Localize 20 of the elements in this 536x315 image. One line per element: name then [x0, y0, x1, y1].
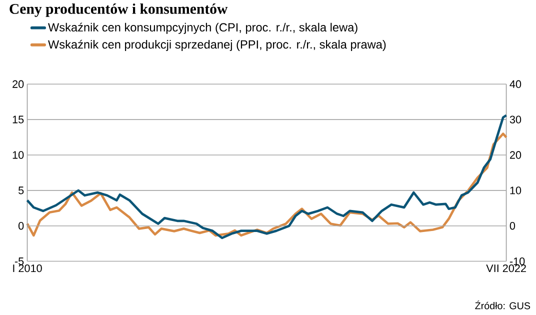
line-series [26, 132, 508, 237]
legend-label: Wskaźnik cen produkcji sprzedanej (PPI, proc. r./r., skala prawa) [48, 40, 386, 52]
y2-tick-label: 20 [510, 151, 522, 159]
y-tick-label: 15 [12, 116, 24, 124]
legend-label: Wskaźnik cen konsumpcyjnych (CPI, proc. r./r., skala lewa) [48, 22, 358, 34]
text: Źródło: GUS [475, 300, 530, 310]
y2-tick-label: 30 [510, 116, 522, 124]
y-tick-label: 5 [18, 186, 24, 194]
y-tick-label: 0 [18, 222, 24, 230]
y2-tick-label: -10 [510, 258, 525, 266]
line-series [26, 114, 508, 240]
y-tick-label: 10 [12, 151, 24, 159]
y2-tick-label: 10 [510, 186, 522, 194]
chart-title: Ceny producentów i konsumentów [10, 4, 228, 18]
y-tick-label: -5 [14, 258, 24, 266]
x-tick-label: VII 2022 [486, 264, 526, 272]
y-tick-label: 20 [12, 80, 24, 88]
x-tick-label: I 2010 [13, 264, 42, 272]
y2-tick-label: 40 [510, 80, 522, 88]
y2-tick-label: 0 [510, 222, 516, 230]
